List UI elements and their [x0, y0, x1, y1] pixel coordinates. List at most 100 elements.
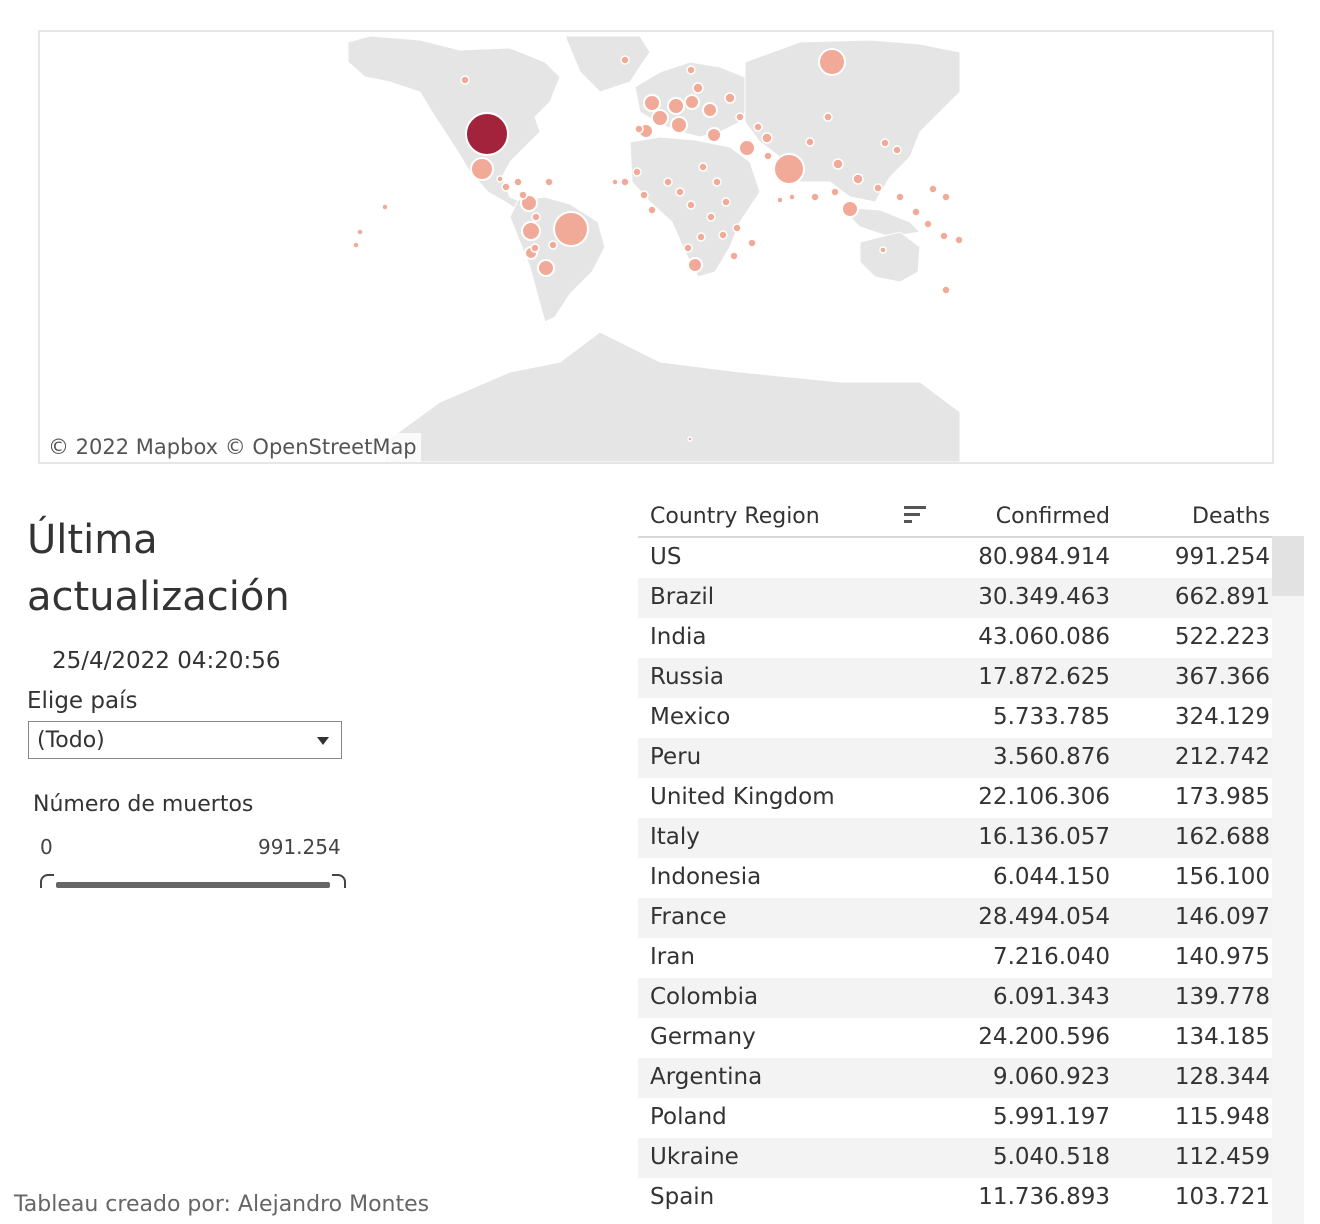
table-row[interactable]: Brazil 30.349.463 662.891 [638, 578, 1272, 618]
table-row[interactable]: Ukraine 5.040.518 112.459 [638, 1138, 1272, 1178]
cell-confirmed: 22.106.306 [978, 784, 1110, 810]
cell-confirmed: 24.200.596 [978, 1024, 1110, 1050]
country-filter-dropdown[interactable]: (Todo) [28, 721, 342, 759]
bubble-germany[interactable] [667, 97, 685, 115]
cell-deaths: 367.366 [1174, 664, 1270, 690]
cell-deaths: 212.742 [1174, 744, 1270, 770]
bubble-france[interactable] [651, 109, 669, 127]
table-row[interactable]: Spain 11.736.893 103.721 [638, 1178, 1272, 1218]
bubble-south-africa[interactable] [687, 257, 703, 273]
table-scroll-thumb[interactable] [1272, 536, 1304, 596]
cell-deaths: 134.185 [1174, 1024, 1270, 1050]
bubble-italy[interactable] [670, 116, 688, 134]
table-row[interactable]: Poland 5.991.197 115.948 [638, 1098, 1272, 1138]
table-body: US 80.984.914 991.254 Brazil 30.349.463 662.8… [638, 538, 1272, 1218]
cell-deaths: 140.975 [1174, 944, 1270, 970]
cell-deaths: 162.688 [1174, 824, 1270, 850]
bubble-brazil[interactable] [553, 211, 589, 247]
cell-confirmed: 43.060.086 [978, 624, 1110, 650]
bubble-india[interactable] [773, 153, 805, 185]
map-attribution[interactable]: © 2022 Mapbox © OpenStreetMap [44, 433, 421, 462]
deaths-slider-min-handle[interactable] [40, 874, 54, 888]
author-credit: Tableau creado por: Alejandro Montes [14, 1192, 430, 1217]
cell-confirmed: 5.991.197 [992, 1104, 1110, 1130]
cell-confirmed: 30.349.463 [978, 584, 1110, 610]
last-update-value: 25/4/2022 04:20:56 [52, 648, 281, 674]
bubble-mexico[interactable] [470, 157, 494, 181]
caret-down-icon [317, 737, 329, 745]
land-se-asia [838, 206, 922, 238]
table-row[interactable]: Colombia 6.091.343 139.778 [638, 978, 1272, 1018]
table-row[interactable]: Peru 3.560.876 212.742 [638, 738, 1272, 778]
column-header-confirmed[interactable]: Confirmed [995, 504, 1110, 529]
map-bubbles[interactable] [352, 48, 964, 442]
land-north-america [347, 35, 561, 218]
table-row[interactable]: US 80.984.914 991.254 [638, 538, 1272, 578]
country-table: Country Region Confirmed Deaths US 80.984… [638, 500, 1272, 1218]
bubble-poland[interactable] [684, 94, 700, 110]
land-south-america [509, 196, 606, 323]
cell-country: United Kingdom [650, 784, 835, 810]
cell-confirmed: 3.560.876 [992, 744, 1110, 770]
table-row[interactable]: Argentina 9.060.923 128.344 [638, 1058, 1272, 1098]
table-header: Country Region Confirmed Deaths [638, 500, 1272, 538]
cell-deaths: 112.459 [1174, 1144, 1270, 1170]
column-header-deaths[interactable]: Deaths [1192, 504, 1270, 529]
cell-country: Colombia [650, 984, 759, 1010]
cell-confirmed: 80.984.914 [978, 544, 1110, 570]
bubble-iran[interactable] [738, 139, 756, 157]
bubble-russia[interactable] [818, 48, 846, 76]
bubble-small-group [352, 55, 964, 442]
cell-country: Germany [650, 1024, 756, 1050]
bubble-uk[interactable] [643, 94, 661, 112]
last-update-title: Última actualización: [27, 517, 287, 620]
bubble-argentina[interactable] [537, 259, 555, 277]
deaths-slider-max-handle[interactable] [332, 874, 346, 888]
cell-deaths: 146.097 [1174, 904, 1270, 930]
table-row[interactable]: India 43.060.086 522.223 [638, 618, 1272, 658]
cell-country: Ukraine [650, 1144, 739, 1170]
table-row[interactable]: Mexico 5.733.785 324.129 [638, 698, 1272, 738]
table-row[interactable]: United Kingdom 22.106.306 173.985 [638, 778, 1272, 818]
bubble-us[interactable] [465, 112, 509, 156]
cell-country: Iran [650, 944, 695, 970]
cell-country: Brazil [650, 584, 715, 610]
table-row[interactable]: Germany 24.200.596 134.185 [638, 1018, 1272, 1058]
cell-deaths: 103.721 [1174, 1184, 1270, 1210]
world-map[interactable]: © 2022 Mapbox © OpenStreetMap [38, 30, 1274, 464]
cell-country: Spain [650, 1184, 715, 1210]
table-row[interactable]: Italy 16.136.057 162.688 [638, 818, 1272, 858]
cell-country: US [650, 544, 682, 570]
country-filter-label: Elige país [27, 688, 138, 714]
bubble-turkey[interactable] [706, 127, 722, 143]
bubble-peru[interactable] [521, 221, 541, 241]
cell-country: India [650, 624, 707, 650]
cell-confirmed: 16.136.057 [978, 824, 1110, 850]
bubble-indonesia[interactable] [841, 200, 859, 218]
cell-deaths: 139.778 [1174, 984, 1270, 1010]
table-row[interactable]: France 28.494.054 146.097 [638, 898, 1272, 938]
column-header-country[interactable]: Country Region [650, 504, 820, 529]
deaths-slider-track[interactable] [56, 882, 330, 888]
cell-confirmed: 6.091.343 [992, 984, 1110, 1010]
cell-confirmed: 28.494.054 [978, 904, 1110, 930]
table-row[interactable]: Russia 17.872.625 367.366 [638, 658, 1272, 698]
cell-country: Mexico [650, 704, 731, 730]
cell-confirmed: 9.060.923 [992, 1064, 1110, 1090]
cell-deaths: 156.100 [1174, 864, 1270, 890]
deaths-slider-title: Número de muertos [33, 792, 254, 817]
land-australia [859, 231, 921, 283]
table-scrollbar[interactable] [1272, 536, 1304, 1224]
cell-country: Italy [650, 824, 700, 850]
cell-country: France [650, 904, 727, 930]
cell-confirmed: 17.872.625 [978, 664, 1110, 690]
sort-icon[interactable] [904, 506, 926, 527]
cell-country: Argentina [650, 1064, 763, 1090]
cell-deaths: 173.985 [1174, 784, 1270, 810]
table-row[interactable]: Indonesia 6.044.150 156.100 [638, 858, 1272, 898]
table-row[interactable]: Iran 7.216.040 140.975 [638, 938, 1272, 978]
bubble-ukraine[interactable] [702, 102, 718, 118]
cell-deaths: 115.948 [1174, 1104, 1270, 1130]
cell-country: Indonesia [650, 864, 762, 890]
map-canvas[interactable] [40, 32, 1272, 462]
